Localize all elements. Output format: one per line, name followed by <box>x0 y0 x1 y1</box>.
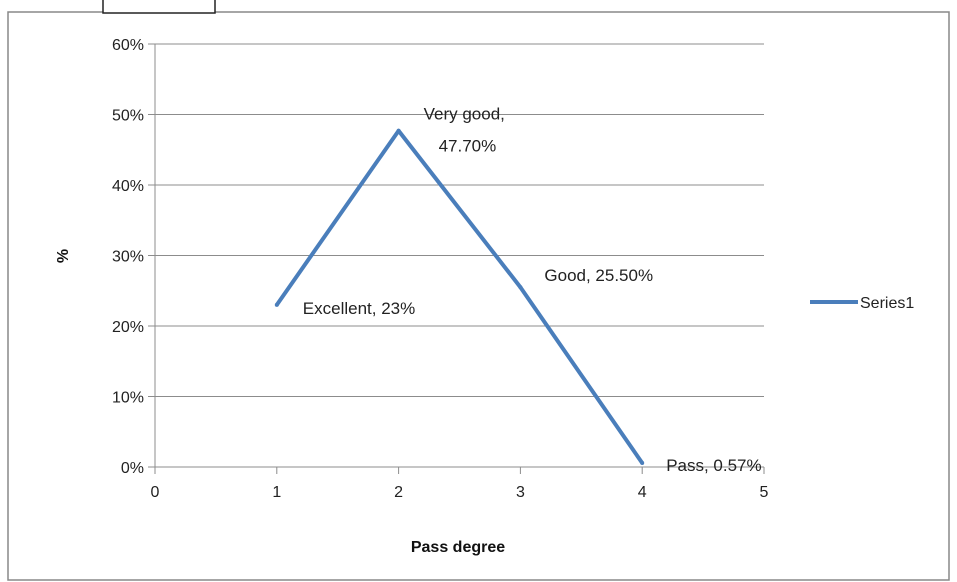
x-tick-labels: 0 1 2 3 4 5 <box>151 484 769 501</box>
x-tick-label: 2 <box>394 484 403 501</box>
data-label-value: 47.70% <box>439 137 497 156</box>
axes <box>148 43 765 474</box>
series-line <box>275 128 644 465</box>
x-tick-label: 3 <box>516 484 525 501</box>
y-tick-label: 50% <box>112 108 144 125</box>
y-tick-label: 40% <box>112 178 144 195</box>
y-axis-title: % <box>55 249 72 263</box>
data-point <box>640 460 645 465</box>
data-point <box>274 302 279 307</box>
y-tick-labels: 0% 10% 20% 30% 40% 50% 60% <box>112 37 144 477</box>
data-labels: Excellent, 23% Very good, 47.70% Good, 25.5… <box>303 105 762 475</box>
data-label: Excellent, 23% <box>303 299 415 318</box>
y-tick-label: 30% <box>112 249 144 266</box>
x-tick-label: 0 <box>151 484 160 501</box>
chart-border <box>7 11 950 581</box>
legend-label: Series1 <box>860 295 914 312</box>
y-tick-label: 10% <box>112 390 144 407</box>
x-tick-label: 1 <box>272 484 281 501</box>
data-point <box>518 285 523 290</box>
data-label: Pass, 0.57% <box>666 456 761 475</box>
x-tick-label: 5 <box>760 484 769 501</box>
y-tick-label: 20% <box>112 319 144 336</box>
x-tick-label: 4 <box>638 484 647 501</box>
header-box <box>102 0 216 14</box>
x-axis-title: Pass degree <box>411 539 505 556</box>
series-lines <box>274 128 645 465</box>
y-tick-label: 60% <box>112 37 144 54</box>
gridlines <box>155 43 764 397</box>
legend: Series1 <box>810 295 914 312</box>
y-tick-label: 0% <box>121 460 144 477</box>
data-label: Very good, <box>424 105 505 124</box>
data-point <box>396 128 401 133</box>
data-label: Good, 25.50% <box>544 266 653 285</box>
